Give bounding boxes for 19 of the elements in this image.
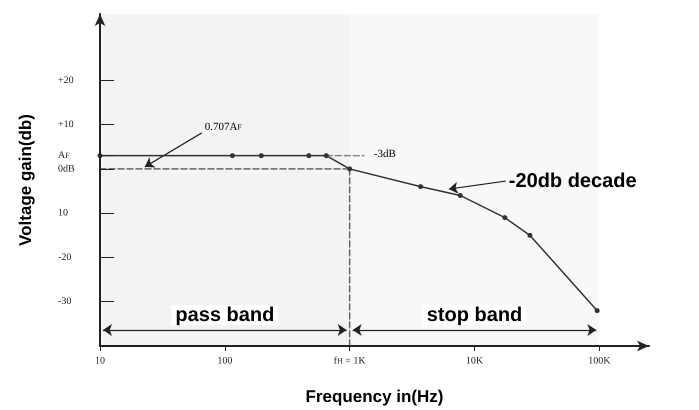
annotation: -3dB	[374, 148, 396, 160]
band-label: stop band	[426, 304, 522, 326]
y-tick-label: +20	[58, 74, 74, 86]
x-tick-label: 100K	[588, 356, 612, 366]
x-tick-label: 10	[95, 356, 105, 366]
y-tick-label: -30	[58, 296, 72, 308]
y-axis-title: Voltage gain(db)	[16, 114, 35, 246]
band-label: pass band	[175, 304, 274, 326]
x-axis-title: Frequency in(Hz)	[306, 387, 444, 406]
y-tick-label: 10	[58, 208, 68, 219]
x-tick-label: fH = 1K	[334, 356, 366, 366]
x-tick-label: 100	[217, 356, 232, 366]
x-tick-label: 10K	[466, 356, 484, 366]
y-tick-label: -20	[58, 252, 72, 263]
annotation: 0.707AF	[204, 120, 242, 133]
y-tick-label: 0dB	[58, 163, 75, 174]
y-tick-label: AF	[58, 150, 70, 162]
annotation: -20db decade	[508, 170, 637, 192]
y-tick-label: +10	[58, 119, 74, 130]
